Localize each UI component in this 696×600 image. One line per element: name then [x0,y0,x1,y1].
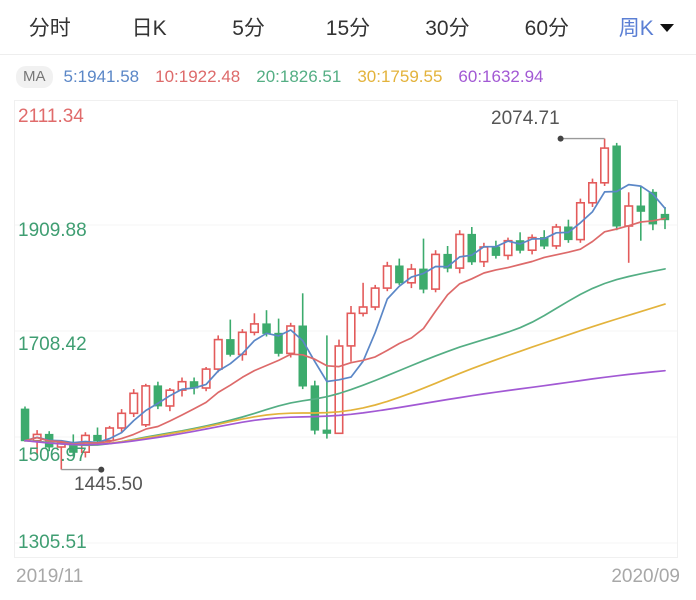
time-label-start: 2019/11 [16,566,84,587]
period-tabbar: 分时 日K 5分 15分 30分 60分 周K [0,0,696,55]
tab-5min[interactable]: 5分 [199,12,298,42]
tab-label: 30分 [425,17,470,40]
tab-label: 5分 [232,17,265,40]
tab-label: 15分 [325,17,371,40]
time-label-end: 2020/09 [611,566,680,587]
tab-30min[interactable]: 30分 [398,12,497,42]
ma-legend-item-30[interactable]: 30:1759.55 [357,67,443,86]
candlestick-chart[interactable] [14,100,678,558]
ma-legend: MA 5:1941.58 10:1922.48 20:1826.51 30:17… [0,56,696,98]
time-axis: 2019/11 2020/09 [0,562,696,600]
ma-chip-label: MA [16,65,53,89]
ma-legend-item-10[interactable]: 10:1922.48 [155,67,241,86]
ma-legend-item-5[interactable]: 5:1941.58 [63,67,140,86]
tab-label: 60分 [524,17,569,40]
chevron-down-icon[interactable] [659,24,674,32]
ma-legend-item-60[interactable]: 60:1632.94 [458,67,544,86]
tab-15min[interactable]: 15分 [298,12,397,42]
tab-weekly[interactable]: 周K [597,12,696,42]
ma-legend-item-20[interactable]: 20:1826.51 [256,67,342,86]
tab-60min[interactable]: 60分 [497,12,596,42]
tab-daily[interactable]: 日K [99,12,198,42]
tab-label: 周K [618,17,654,40]
tab-label: 日K [131,17,167,40]
chart-canvas[interactable] [15,101,677,557]
tab-label: 分时 [28,17,71,40]
tab-minute[interactable]: 分时 [0,12,99,42]
